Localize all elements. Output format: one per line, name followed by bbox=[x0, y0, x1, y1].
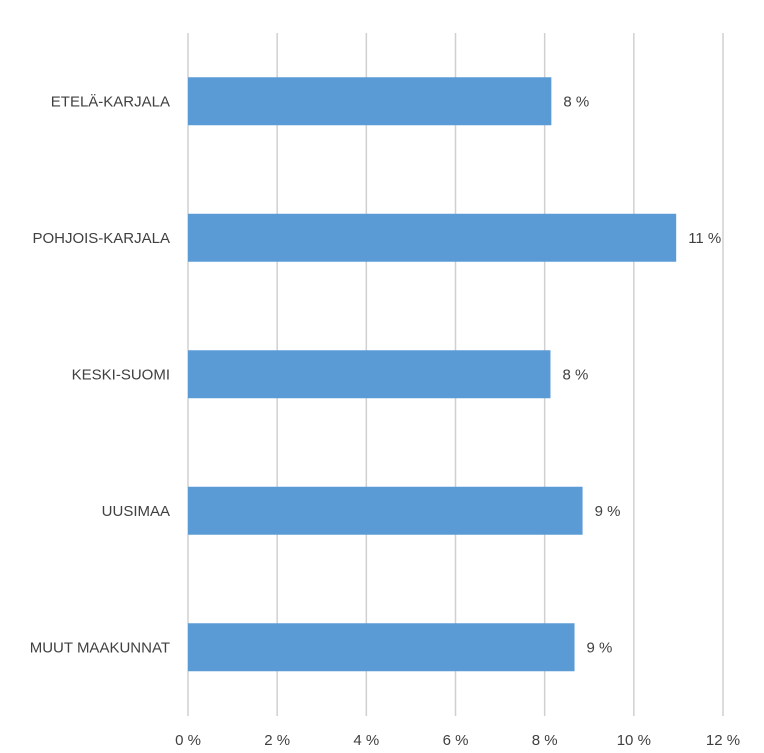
x-tick-label: 2 % bbox=[264, 732, 290, 749]
data-labels: 8 % 11 % 8 % 9 % 9 % bbox=[562, 93, 721, 656]
category-label: UUSIMAA bbox=[102, 503, 170, 520]
x-tick-label: 12 % bbox=[706, 732, 740, 749]
x-tick-label: 6 % bbox=[443, 732, 469, 749]
data-label: 8 % bbox=[563, 93, 589, 110]
bar bbox=[188, 213, 677, 262]
x-tick-label: 4 % bbox=[353, 732, 379, 749]
category-label: MUUT MAAKUNNAT bbox=[30, 639, 170, 656]
x-tick-label: 8 % bbox=[532, 732, 558, 749]
bar bbox=[188, 350, 551, 399]
x-axis-tick-labels: 0 % 2 % 4 % 6 % 8 % 10 % 12 % bbox=[175, 732, 740, 749]
bar bbox=[188, 486, 583, 535]
x-tick-label: 10 % bbox=[617, 732, 651, 749]
data-label: 9 % bbox=[595, 503, 621, 520]
category-label: KESKI-SUOMI bbox=[72, 366, 170, 383]
bar bbox=[188, 623, 575, 672]
bar bbox=[188, 77, 552, 126]
bars bbox=[188, 77, 677, 672]
category-label: POHJOIS-KARJALA bbox=[32, 230, 170, 247]
data-label: 9 % bbox=[587, 639, 613, 656]
category-label: ETELÄ-KARJALA bbox=[51, 93, 170, 110]
category-labels: ETELÄ-KARJALA POHJOIS-KARJALA KESKI-SUOMI U… bbox=[30, 93, 170, 656]
x-tick-label: 0 % bbox=[175, 732, 201, 749]
data-label: 11 % bbox=[688, 230, 721, 247]
data-label: 8 % bbox=[562, 366, 588, 383]
